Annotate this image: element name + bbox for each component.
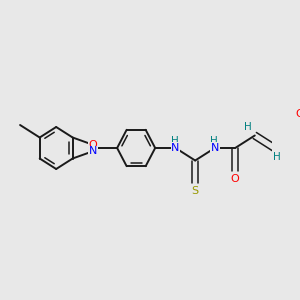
Text: H: H (171, 136, 178, 146)
Text: N: N (211, 143, 219, 153)
Text: N: N (171, 143, 180, 153)
Text: H: H (210, 136, 218, 146)
Text: S: S (192, 186, 199, 196)
Text: H: H (244, 122, 251, 131)
Text: O: O (231, 173, 240, 184)
Text: N: N (89, 146, 97, 156)
Text: O: O (295, 110, 300, 119)
Text: H: H (273, 152, 281, 162)
Text: O: O (89, 140, 98, 150)
